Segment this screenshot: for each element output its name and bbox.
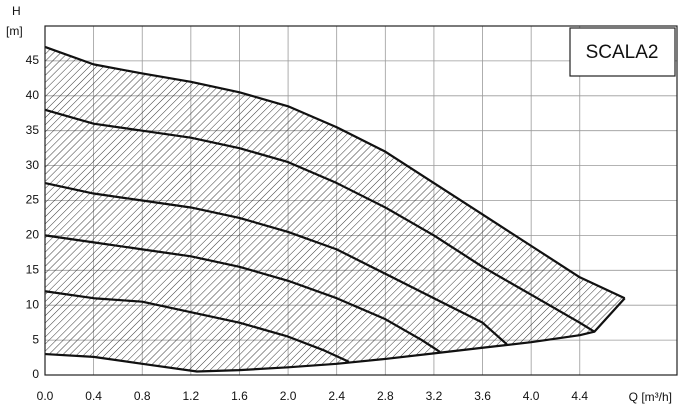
y-tick-label: 35 <box>26 123 40 137</box>
hatched-area <box>45 46 625 372</box>
y-tick-label: 10 <box>26 297 40 311</box>
plot-frame <box>44 25 678 376</box>
pump-curve <box>44 108 595 333</box>
y-tick-label: 45 <box>26 53 40 67</box>
x-tick-label: 2.8 <box>377 389 394 403</box>
y-tick-label: 0 <box>32 367 39 381</box>
annotation: SCALA2 <box>586 42 659 63</box>
y-tick-label: 40 <box>26 88 40 102</box>
x-tick-label: 0.4 <box>85 389 102 403</box>
x-tick-label: 1.2 <box>183 389 200 403</box>
x-tick-label: 4.4 <box>571 389 588 403</box>
annotation-box <box>569 27 676 77</box>
y-tick-label: 15 <box>26 262 40 276</box>
x-tick-label: 0.0 <box>37 389 54 403</box>
x-tick-label: 4.0 <box>523 389 540 403</box>
pump-curve <box>44 290 350 363</box>
x-tick-label: 3.2 <box>426 389 443 403</box>
y-tick-label: 30 <box>26 158 40 172</box>
y-tick-label: 20 <box>26 228 40 242</box>
x-tick-label: 0.8 <box>134 389 151 403</box>
y-axis-unit: [m] <box>6 24 23 38</box>
x-tick-label: 1.6 <box>231 389 248 403</box>
pump-curve <box>44 181 508 346</box>
pump-curve <box>44 297 626 373</box>
x-axis-label: Q [m³/h] <box>629 390 672 404</box>
y-tick-label: 5 <box>32 332 39 346</box>
pump-curve <box>44 45 626 300</box>
x-tick-label: 3.6 <box>474 389 491 403</box>
y-tick-label: 25 <box>26 193 40 207</box>
x-tick-label: 2.4 <box>328 389 345 403</box>
x-tick-label: 2.0 <box>280 389 297 403</box>
y-axis-symbol: H <box>12 4 21 18</box>
pump-curve <box>44 234 441 353</box>
